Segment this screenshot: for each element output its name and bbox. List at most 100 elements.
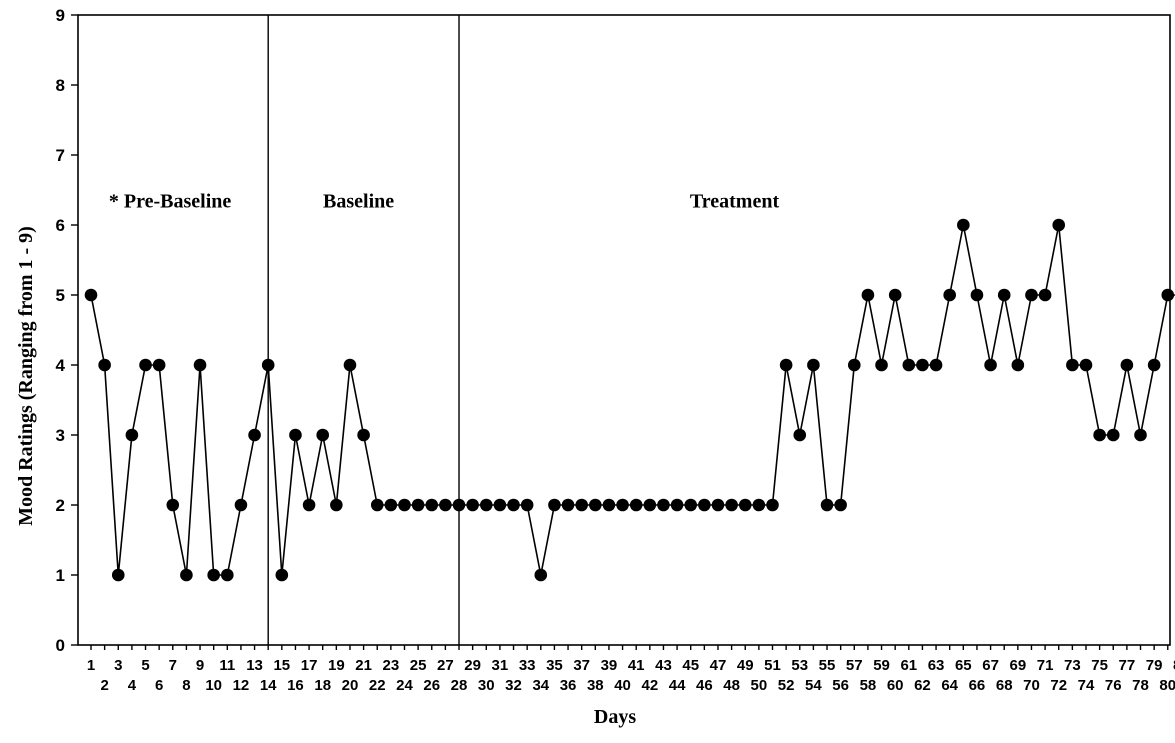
x-tick-label: 51 [764,657,781,674]
x-tick-label: 47 [710,657,727,674]
data-point [125,428,139,442]
data-point [493,498,507,512]
x-tick-label: 9 [196,657,204,674]
x-tick-label: 68 [996,677,1013,694]
x-tick-label: 21 [355,657,372,674]
data-point [657,498,670,512]
data-point [1052,218,1066,232]
x-tick-label: 72 [1050,677,1067,694]
data-point [1161,288,1175,302]
x-tick-label: 46 [696,677,713,694]
y-tick-label: 0 [56,636,65,655]
data-point [398,498,411,512]
x-tick-label: 13 [246,657,263,674]
data-point [166,498,180,512]
x-tick-label: 3 [114,657,122,674]
y-tick-label: 1 [56,566,65,585]
phase-label: * Pre-Baseline [109,191,232,213]
x-tick-label: 40 [614,677,631,694]
data-point [384,498,398,512]
x-tick-label: 79 [1146,657,1163,674]
x-tick-label: 39 [601,657,618,674]
data-point [752,498,766,512]
x-tick-label: 77 [1119,657,1136,674]
x-tick-label: 23 [383,657,400,674]
phase-label: Treatment [690,191,780,213]
data-point [248,428,261,442]
data-point [221,568,234,582]
x-tick-label: 4 [128,677,137,694]
data-point [1038,288,1052,302]
y-tick-label: 6 [56,216,65,235]
x-tick-label: 44 [669,677,686,694]
data-point [302,498,316,512]
data-point [861,288,875,302]
x-tick-label: 73 [1064,657,1081,674]
x-axis-ticks: 1 3 5 7 9 11 13 15 17 19 21 23 25 27 29 31 33 35 37 39 41 43 4… [87,645,1175,694]
data-point [997,288,1011,302]
data-point [466,498,479,512]
data-point [738,498,752,512]
x-tick-label: 37 [573,657,590,674]
x-tick-label: 70 [1023,677,1040,694]
y-tick-label: 9 [56,6,65,25]
data-point [1106,428,1120,442]
x-tick-label: 26 [423,677,440,694]
data-point [1120,358,1134,372]
x-tick-label: 35 [546,657,563,674]
x-tick-label: 10 [205,677,222,694]
phase-label: Baseline [323,191,394,213]
series-line [90,224,1175,576]
x-tick-label: 32 [505,677,522,694]
x-tick-label: 69 [1009,657,1026,674]
x-tick-label: 5 [141,657,149,674]
data-point [548,498,561,512]
x-tick-label: 8 [182,677,190,694]
x-tick-label: 42 [641,677,658,694]
data-point [1147,358,1161,372]
x-tick-label: 81 [1173,657,1175,674]
data-point [875,358,888,372]
data-point [684,498,698,512]
x-tick-label: 29 [464,657,481,674]
x-tick-label: 74 [1078,677,1095,694]
x-tick-label: 65 [955,657,972,674]
data-point [589,498,602,512]
y-axis-title: Mood Ratings (Ranging from 1 - 9) [15,226,37,526]
x-tick-label: 24 [396,677,413,694]
x-tick-label: 30 [478,677,495,694]
x-tick-label: 7 [169,657,177,674]
x-tick-label: 53 [791,657,808,674]
x-tick-label: 15 [273,657,290,674]
x-tick-label: 66 [969,677,986,694]
data-point [452,498,466,512]
data-point [984,358,997,372]
x-tick-label: 61 [900,657,917,674]
data-point [670,498,684,512]
phase-labels: * Pre-Baseline Baseline Treatment [109,191,780,213]
data-point [807,358,820,372]
x-tick-label: 14 [260,677,277,694]
data-point [725,498,738,512]
x-tick-label: 19 [328,657,345,674]
data-point [575,498,588,512]
x-tick-label: 31 [492,657,509,674]
data-series [84,218,1175,582]
x-tick-label: 20 [342,677,359,694]
data-point [1011,358,1025,372]
data-point [425,498,439,512]
phase-dividers [267,15,460,645]
data-point [207,568,220,582]
x-tick-label: 56 [832,677,849,694]
data-point [929,358,943,372]
x-tick-label: 55 [819,657,836,674]
y-tick-label: 8 [56,76,65,95]
x-tick-label: 36 [560,677,577,694]
data-point [1134,428,1147,442]
data-point [970,288,984,302]
x-tick-label: 41 [628,657,645,674]
x-tick-label: 59 [873,657,890,674]
data-point [602,498,616,512]
axes [77,14,1171,646]
